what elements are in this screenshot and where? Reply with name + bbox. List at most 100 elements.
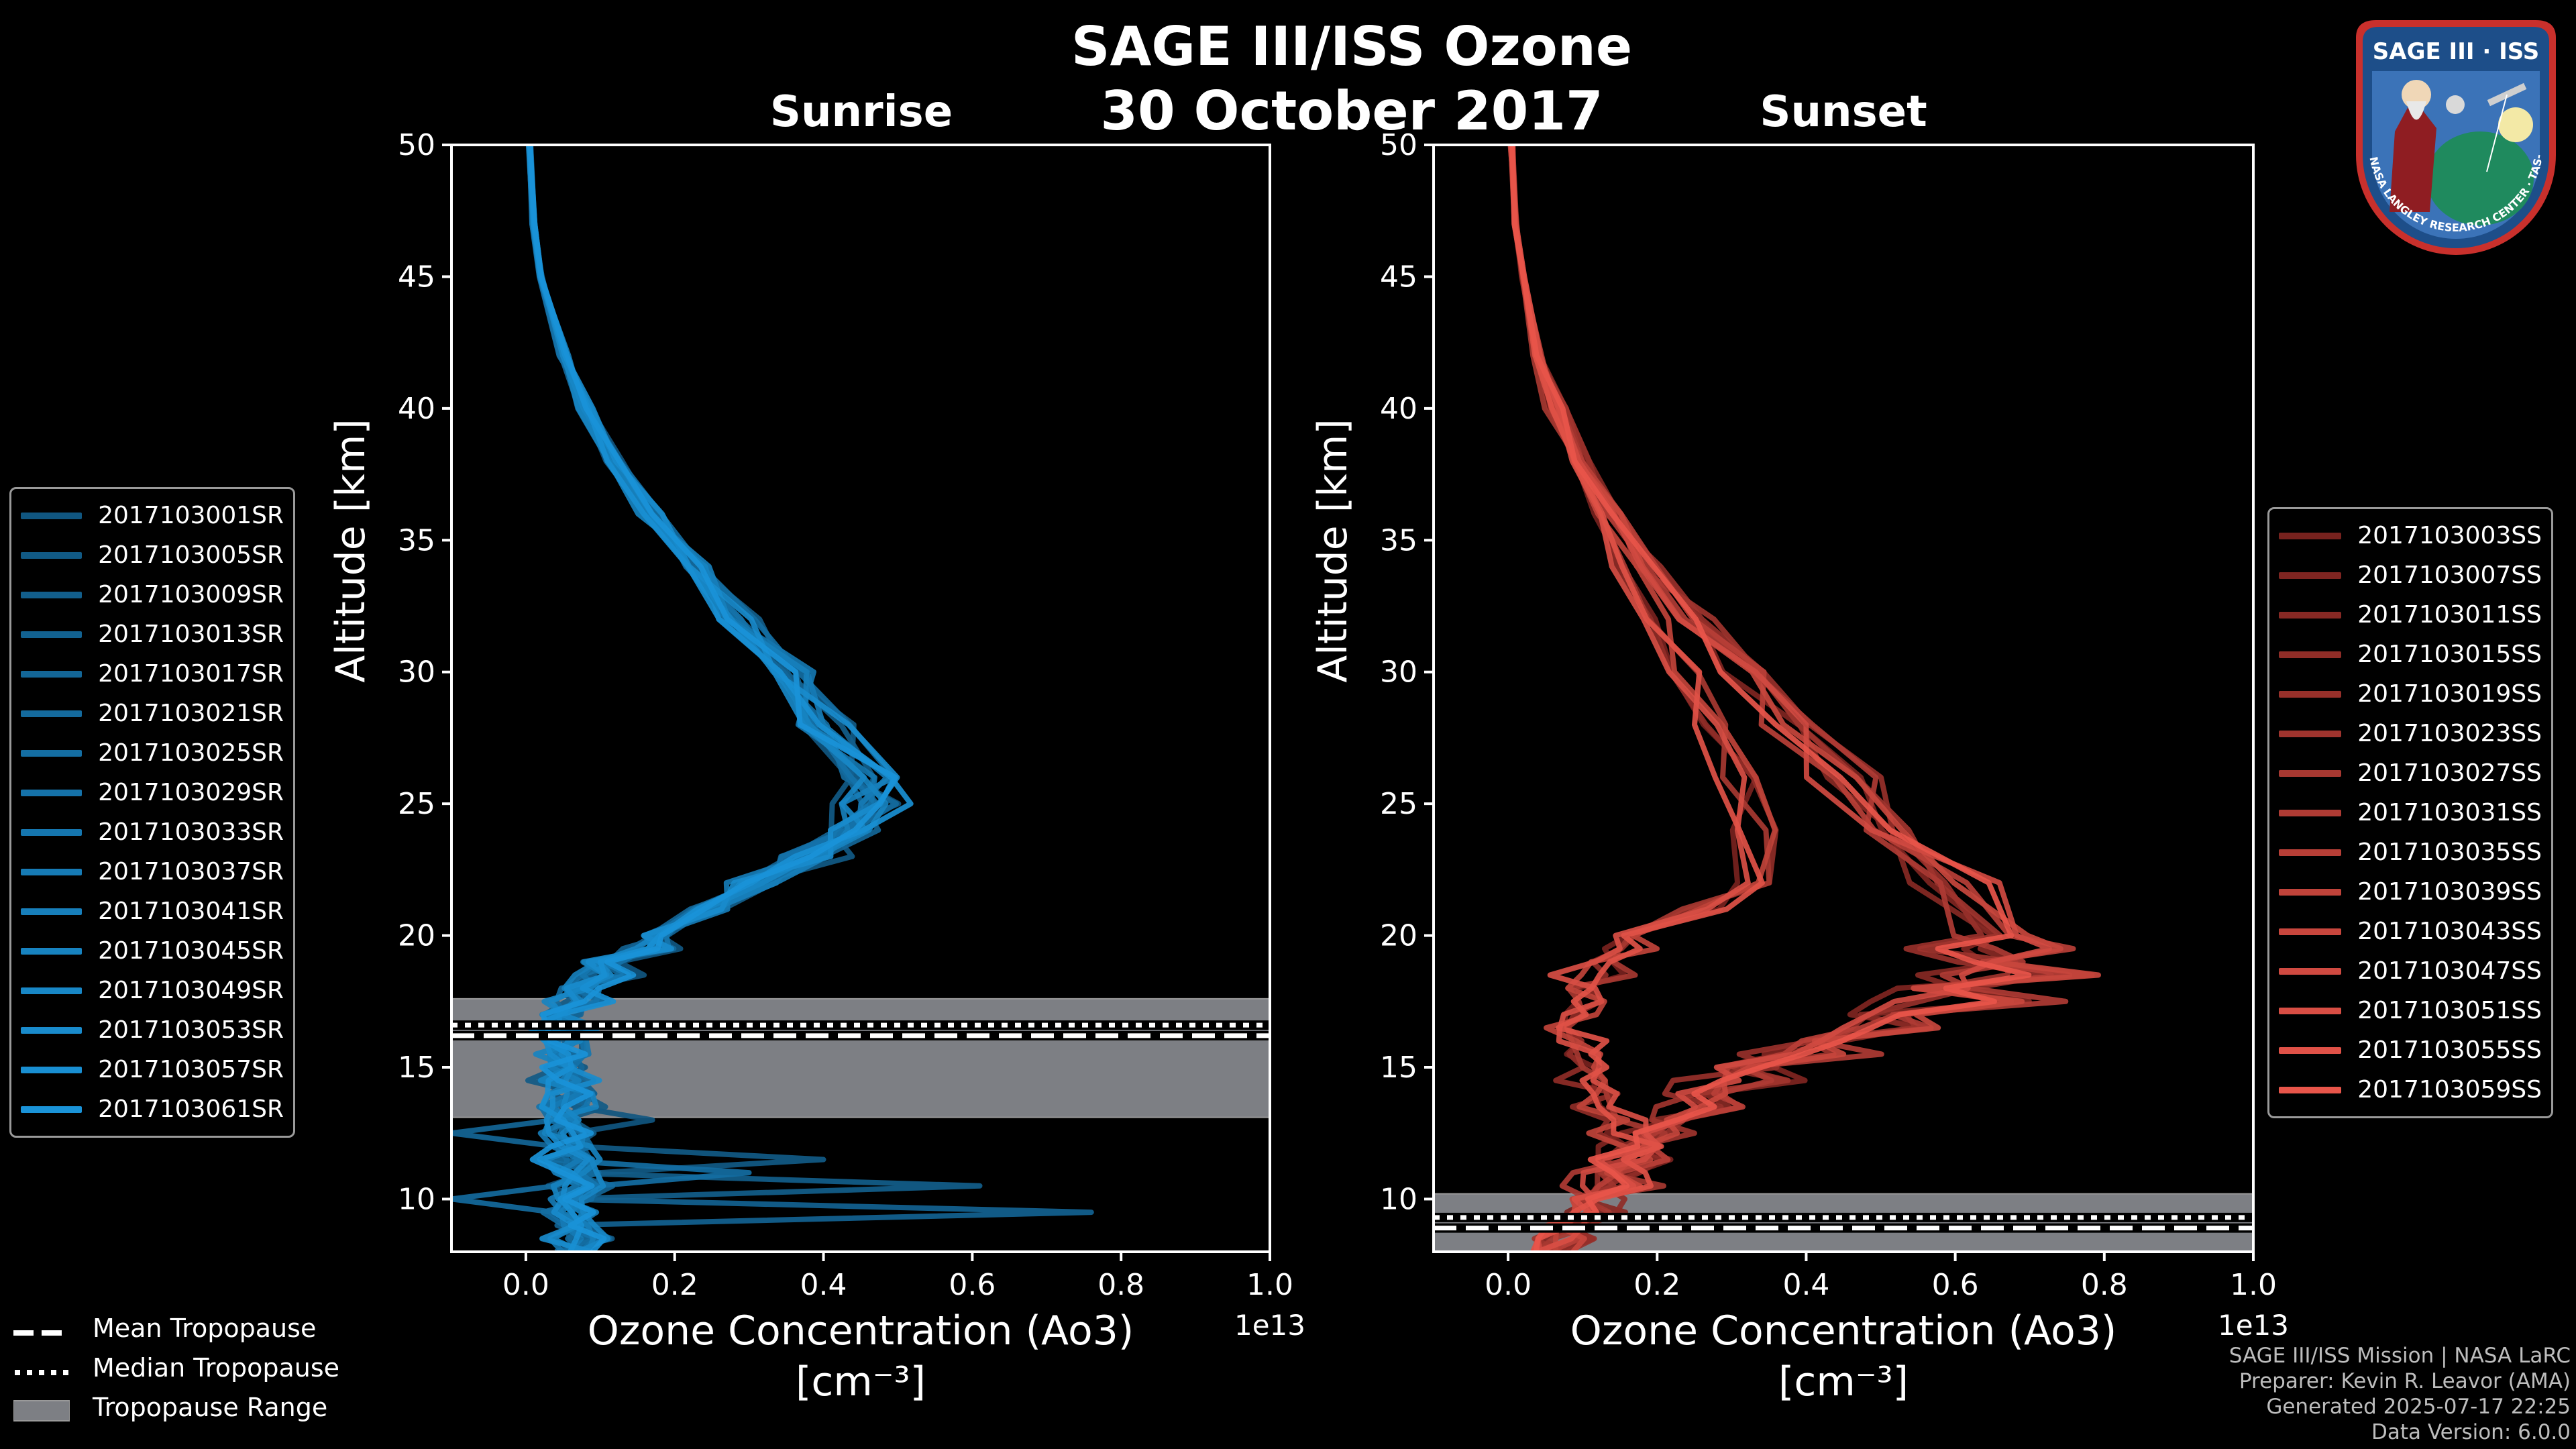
legend-swatch [2279, 769, 2342, 777]
legend-swatch [21, 868, 83, 875]
panel-sunset: 10 15 20 25 30 35 40 45 50 0.0 0.2 0.4 0.6 0.8 1.0 1e13… [1309, 128, 2289, 1405]
legend-swatch [2279, 928, 2342, 935]
footer-generated: Generated 2025-07-17 22:25 [2266, 1395, 2571, 1419]
x-tick-label: 0.4 [800, 1268, 847, 1302]
legend-swatch [21, 551, 83, 559]
legend-median-tropopause: Median Tropopause [13, 1348, 339, 1387]
chart-title: SAGE III/ISS Ozone 30 October 2017 [0, 15, 2576, 144]
series-line-2017103059SS [1509, 145, 2032, 1252]
y-tick-label: 20 [398, 919, 435, 953]
legend-swatch [21, 512, 83, 519]
legend-label: 2017103019SS [2357, 680, 2542, 708]
legend-entry-2017103047SS: 2017103047SS [2279, 951, 2542, 991]
y-tick-label: 15 [398, 1051, 435, 1085]
legend-tropopause-range: Tropopause Range [13, 1387, 339, 1427]
legend-entry-2017103027SS: 2017103027SS [2279, 753, 2542, 793]
legend-label: 2017103053SR [98, 1016, 284, 1044]
panel-sunrise: 10 15 20 25 30 35 40 45 50 0.0 0.2 0.4 0.6 0.8 1.0 1e13… [327, 128, 1305, 1405]
legend-swatch [21, 749, 83, 757]
legend-swatch [2279, 730, 2342, 737]
legend-entry-2017103059SS: 2017103059SS [2279, 1070, 2542, 1110]
legend-entry-2017103005SR: 2017103005SR [21, 535, 284, 575]
legend-swatch [21, 631, 83, 638]
x-tick-label: 0.2 [651, 1268, 698, 1302]
legend-entry-2017103025SR: 2017103025SR [21, 733, 284, 773]
axes-frame [1432, 144, 2255, 1253]
gray-box-icon [13, 1398, 70, 1421]
series-line-2017103053SR [526, 145, 900, 1252]
x-tick-label: 0.4 [1782, 1268, 1829, 1302]
legend-swatch [21, 1026, 83, 1034]
legend-swatch [21, 670, 83, 678]
legend-label: 2017103027SS [2357, 759, 2542, 787]
y-axis-label: Altitude [km] [327, 419, 374, 683]
legend-swatch [2279, 572, 2342, 579]
legend-entry-2017103037SR: 2017103037SR [21, 852, 284, 892]
series-line-2017103061SR [527, 145, 898, 1252]
y-tick-label: 10 [398, 1182, 435, 1216]
legend-label: 2017103007SS [2357, 561, 2542, 589]
y-tick-label: 20 [1380, 919, 1417, 953]
legend-swatch [21, 828, 83, 836]
legend-label: 2017103061SR [98, 1095, 284, 1123]
legend-label: 2017103011SS [2357, 601, 2542, 629]
legend-label: 2017103041SR [98, 898, 284, 925]
legend-label: 2017103057SR [98, 1056, 284, 1083]
legend-entry-2017103023SS: 2017103023SS [2279, 714, 2542, 753]
x-tick-label: 1.0 [2230, 1268, 2277, 1302]
y-tick-label: 45 [398, 260, 435, 294]
legend-swatch [2279, 809, 2342, 816]
legend-entry-2017103031SS: 2017103031SS [2279, 793, 2542, 833]
x-scale-label: 1e13 [1234, 1309, 1305, 1342]
sunset-legend: 2017103003SS 2017103007SS 2017103011SS 2017… [2267, 507, 2553, 1118]
legend-label: 2017103035SS [2357, 839, 2542, 866]
legend-swatch [2279, 651, 2342, 658]
title-line-1: SAGE III/ISS Ozone [1071, 15, 1633, 78]
x-tick-label: 0.2 [1633, 1268, 1680, 1302]
legend-swatch [21, 1066, 83, 1073]
x-tick-label: 0.6 [1932, 1268, 1979, 1302]
y-tick-label: 45 [1380, 260, 1417, 294]
legend-label: 2017103037SR [98, 858, 284, 885]
x-tick-label: 0.0 [1485, 1268, 1532, 1302]
legend-label: 2017103051SS [2357, 997, 2542, 1024]
legend-label: 2017103033SR [98, 818, 284, 846]
footer-data-version: Data Version: 6.0.0 [2371, 1420, 2571, 1444]
y-tick-label: 30 [398, 655, 435, 690]
tropopause-legend: Mean Tropopause Median Tropopause Tropop… [13, 1308, 339, 1427]
y-tick-label: 15 [1380, 1051, 1417, 1085]
dashed-line-icon [13, 1319, 70, 1338]
legend-label: 2017103029SR [98, 779, 284, 806]
legend-entry-2017103061SR: 2017103061SR [21, 1089, 284, 1129]
dotted-line-icon [13, 1358, 70, 1377]
legend-swatch [2279, 1086, 2342, 1093]
legend-entry-2017103045SR: 2017103045SR [21, 931, 284, 971]
y-tick-label: 50 [398, 128, 435, 162]
legend-swatch [2279, 888, 2342, 896]
legend-label: 2017103009SR [98, 581, 284, 608]
legend-mean-tropopause: Mean Tropopause [13, 1308, 339, 1348]
y-tick-label: 25 [1380, 787, 1417, 821]
legend-entry-2017103015SS: 2017103015SS [2279, 635, 2542, 674]
legend-entry-2017103039SS: 2017103039SS [2279, 872, 2542, 912]
y-tick-label: 25 [398, 787, 435, 821]
legend-entry-2017103029SR: 2017103029SR [21, 773, 284, 812]
legend-entry-2017103035SS: 2017103035SS [2279, 833, 2542, 872]
legend-entry-2017103013SR: 2017103013SR [21, 614, 284, 654]
legend-label: 2017103015SS [2357, 641, 2542, 668]
legend-label: 2017103045SR [98, 937, 284, 965]
legend-label: 2017103025SR [98, 739, 284, 767]
series-line-2017103027SS [1508, 145, 1772, 1252]
x-tick-label: 1.0 [1246, 1268, 1293, 1302]
y-tick-label: 30 [1380, 655, 1417, 690]
legend-swatch [21, 789, 83, 796]
legend-entry-2017103043SS: 2017103043SS [2279, 912, 2542, 951]
legend-swatch [21, 1106, 83, 1113]
legend-entry-2017103017SR: 2017103017SR [21, 654, 284, 694]
legend-label: 2017103049SR [98, 977, 284, 1004]
y-tick-label: 35 [1380, 523, 1417, 557]
legend-label: 2017103017SR [98, 660, 284, 688]
sunrise-legend: 2017103001SR 2017103005SR 2017103009SR 2017… [9, 487, 295, 1138]
legend-entry-2017103041SR: 2017103041SR [21, 892, 284, 931]
